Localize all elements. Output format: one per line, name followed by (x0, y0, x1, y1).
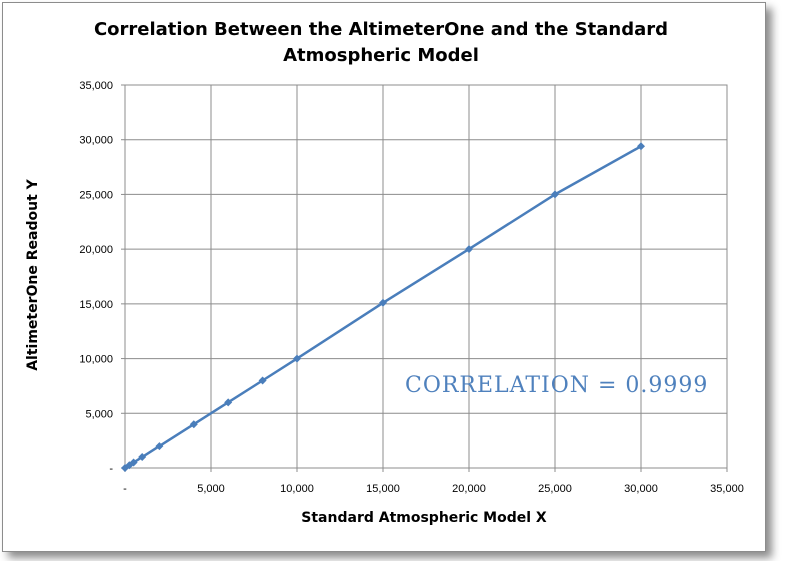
y-tick-label: 25,000 (79, 189, 113, 201)
y-tick-label: - (109, 463, 113, 475)
y-tick-label: 10,000 (79, 354, 113, 366)
tick-labels: - 5,000 10,000 15,000 20,000 25,000 30,000 35,0… (79, 80, 743, 495)
x-axis-title: Standard Atmospheric Model X (301, 510, 547, 526)
data-point-marker (129, 458, 138, 467)
x-tick-label: 15,000 (366, 483, 400, 495)
data-point-marker (155, 442, 164, 451)
x-tick-label: 20,000 (452, 483, 486, 495)
x-tick-label: 25,000 (538, 483, 572, 495)
y-tick-label: 20,000 (79, 244, 113, 256)
data-point-marker (258, 376, 267, 385)
series-layer (121, 142, 645, 472)
data-point-marker (224, 398, 233, 407)
x-tick-label: - (123, 483, 127, 495)
data-point-marker (293, 354, 301, 363)
x-tick-label: 5,000 (197, 483, 225, 495)
plot-area-border (124, 84, 728, 469)
y-tick-label: 30,000 (79, 135, 113, 147)
chart-title-line-1: Correlation Between the AltimeterOne and… (94, 19, 668, 40)
y-axis-title: AltimeterOne Readout Y (25, 178, 41, 370)
chart-svg: Correlation Between the AltimeterOne and… (25, 19, 744, 526)
data-point-marker (379, 298, 387, 307)
data-point-marker (189, 420, 198, 429)
chart-frame: Correlation Between the AltimeterOne and… (2, 2, 766, 552)
x-tick-label: 30,000 (624, 483, 658, 495)
y-tick-label: 15,000 (79, 299, 113, 311)
data-point-marker (637, 142, 645, 151)
chart-title-line-2: Atmospheric Model (283, 45, 479, 66)
y-tick-label: 5,000 (85, 408, 113, 420)
y-tick-label: 35,000 (79, 80, 113, 92)
data-point-marker (551, 190, 559, 199)
axes-layer (121, 84, 728, 472)
data-point-marker (465, 245, 473, 254)
x-tick-label: 35,000 (710, 483, 744, 495)
x-tick-label: 10,000 (280, 483, 314, 495)
correlation-annotation: CORRELATION = 0.9999 (405, 373, 708, 398)
data-point-marker (138, 453, 147, 462)
